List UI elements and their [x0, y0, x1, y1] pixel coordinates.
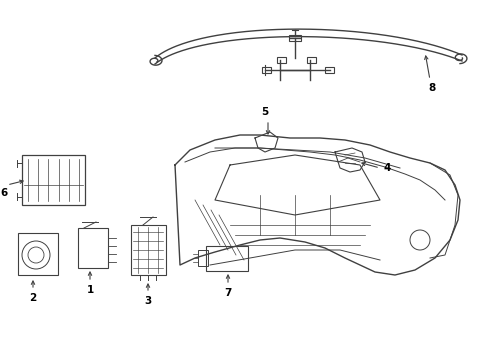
Text: 4: 4 — [383, 163, 390, 173]
Bar — [262, 67, 270, 73]
Text: 6: 6 — [0, 188, 8, 198]
Bar — [306, 57, 315, 63]
Text: 8: 8 — [427, 83, 435, 93]
Text: 1: 1 — [86, 285, 93, 295]
Text: 5: 5 — [261, 107, 268, 117]
Bar — [288, 35, 301, 41]
Bar — [78, 228, 108, 268]
Bar — [22, 155, 85, 205]
Bar — [198, 250, 207, 266]
Bar — [276, 57, 285, 63]
Bar — [205, 246, 247, 271]
Bar — [18, 233, 58, 275]
Text: 2: 2 — [29, 293, 37, 303]
Text: 3: 3 — [144, 296, 151, 306]
Text: 7: 7 — [224, 288, 231, 298]
Bar — [131, 225, 165, 275]
Bar — [325, 67, 333, 73]
